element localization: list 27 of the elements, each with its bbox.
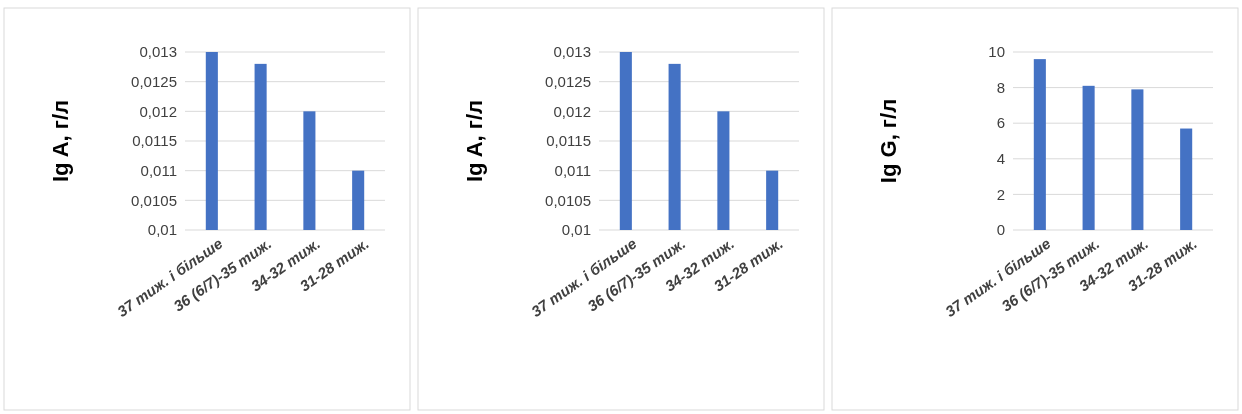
- y-tick-label: 0,01: [147, 221, 177, 239]
- y-tick-label: 0,0105: [545, 191, 591, 209]
- y-tick-label: 0,0115: [132, 132, 177, 150]
- y-tick-label: 0,0125: [131, 72, 177, 90]
- bar: [1131, 89, 1144, 230]
- y-tick-label: 0,012: [553, 102, 591, 120]
- y-tick-label: 8: [996, 78, 1005, 96]
- y-tick-label: 0,0115: [546, 132, 591, 150]
- y-tick-label: 0,011: [140, 161, 177, 179]
- y-tick-label: 0,013: [553, 43, 591, 61]
- y-tick-label: 0: [996, 221, 1005, 239]
- y-tick-label: 0,0125: [545, 72, 591, 90]
- y-tick-label: 0,012: [139, 102, 177, 120]
- bar: [1082, 85, 1095, 230]
- y-tick-label: 10: [988, 43, 1005, 61]
- y-tick-label: 0,011: [554, 161, 591, 179]
- y-tick-label: 0,01: [561, 221, 591, 239]
- y-tick-label: 6: [996, 114, 1005, 132]
- bar: [1033, 59, 1046, 230]
- y-axis-title: Ig A, г/л: [462, 99, 487, 183]
- y-axis-title: Ig G, г/л: [876, 98, 901, 184]
- y-axis-title: Ig A, г/л: [48, 99, 73, 183]
- y-tick-label: 0,013: [139, 43, 177, 61]
- y-tick-label: 4: [996, 150, 1005, 168]
- y-tick-label: 2: [996, 185, 1005, 203]
- bar: [1180, 128, 1193, 230]
- y-tick-label: 0,0105: [131, 191, 177, 209]
